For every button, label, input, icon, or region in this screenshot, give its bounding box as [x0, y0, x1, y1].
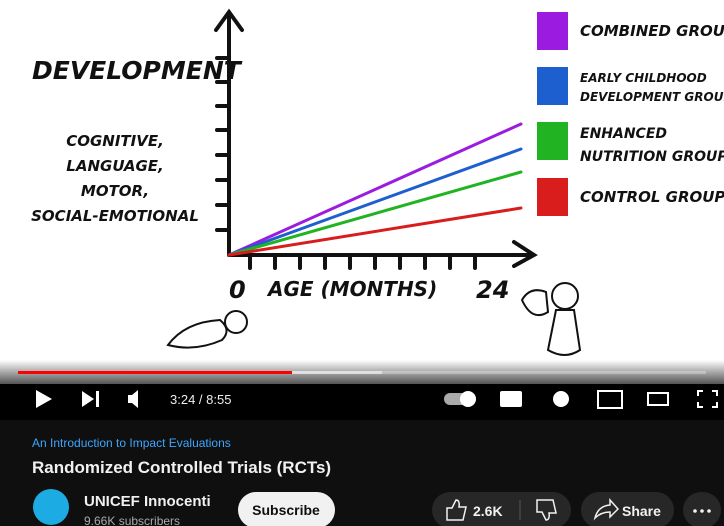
- legend-label: NUTRITION GROUP: [580, 149, 724, 165]
- y-axis-label: DEVELOPMENT: [32, 56, 243, 85]
- screen: DEVELOPMENT COGNITIVE, LANGUAGE, MOTOR, …: [0, 0, 724, 526]
- more-icon: [693, 509, 711, 513]
- legend-label: ENHANCED: [580, 126, 667, 142]
- legend-label: COMBINED GROUP: [580, 22, 724, 40]
- page: DEVELOPMENT COGNITIVE, LANGUAGE, MOTOR, …: [0, 0, 724, 526]
- autoplay-knob: [460, 391, 476, 407]
- x-end: 24: [476, 276, 509, 304]
- like-count: 2.6K: [473, 503, 503, 519]
- subscriber-count: 9.66K subscribers: [84, 514, 180, 526]
- subscribe-label: Subscribe: [252, 502, 320, 518]
- legend-label: DEVELOPMENT GROUP: [580, 90, 724, 104]
- x-start: 0: [229, 276, 246, 304]
- domain: COGNITIVE,: [66, 132, 164, 150]
- settings-button[interactable]: [553, 391, 569, 407]
- more-button[interactable]: [683, 492, 721, 526]
- domain: MOTOR,: [81, 182, 149, 200]
- legend-label: CONTROL GROUP: [580, 188, 724, 206]
- video-title: Randomized Controlled Trials (RCTs): [32, 458, 331, 477]
- control-bar: [0, 384, 724, 420]
- x-axis-label: AGE (MONTHS): [266, 277, 437, 301]
- channel-avatar[interactable]: [33, 489, 69, 525]
- progress-played: [18, 371, 292, 374]
- channel-name[interactable]: UNICEF Innocenti: [84, 493, 211, 510]
- domain: LANGUAGE,: [66, 157, 163, 175]
- domain: SOCIAL-EMOTIONAL: [31, 207, 199, 225]
- share-label: Share: [622, 503, 661, 519]
- captions-button[interactable]: [500, 391, 522, 407]
- legend-label: EARLY CHILDHOOD: [580, 71, 707, 85]
- time-display: 3:24 / 8:55: [170, 392, 231, 407]
- playlist-link[interactable]: An Introduction to Impact Evaluations: [32, 436, 231, 450]
